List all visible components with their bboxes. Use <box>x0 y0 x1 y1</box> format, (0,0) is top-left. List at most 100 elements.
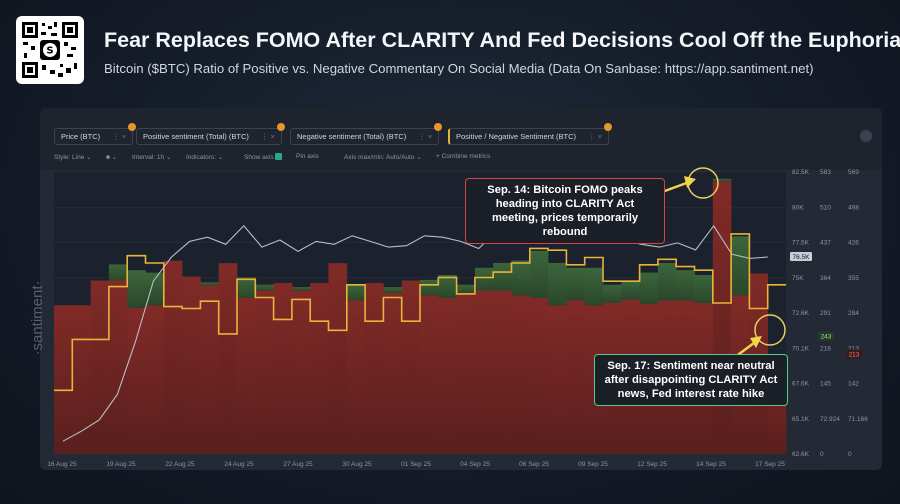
negative-axis-label: 213 <box>848 345 859 352</box>
negative-bar <box>108 280 128 454</box>
negative-bar <box>383 292 402 454</box>
x-tick-label: 17 Sep 25 <box>755 461 785 468</box>
metric-tag-negative[interactable]: Negative sentiment (Total) (BTC) ⋮ × <box>290 123 443 145</box>
style-select[interactable]: Style: Line ⌄ <box>54 154 92 161</box>
negative-bar <box>493 290 512 454</box>
metric-alert-icon[interactable] <box>434 123 443 131</box>
positive-axis-label: 510 <box>820 204 831 211</box>
price-axis-label: 72.6K <box>792 310 810 317</box>
positive-bar <box>731 236 750 296</box>
combine-metrics-button[interactable]: + Combine metrics <box>436 153 491 160</box>
positive-axis-label: 145 <box>820 381 831 388</box>
negative-axis-label: 355 <box>848 275 859 282</box>
negative-bar <box>438 297 457 454</box>
x-tick-label: 24 Aug 25 <box>224 461 254 468</box>
metric-menu-icon[interactable]: ⋮ × <box>260 132 275 141</box>
positive-bar <box>712 178 732 182</box>
negative-bar <box>474 290 494 454</box>
negative-bar <box>237 297 256 454</box>
price-axis-label: 65.1K <box>792 416 810 423</box>
annotation-peak: Sep. 14: Bitcoin FOMO peaks heading into… <box>465 178 665 244</box>
metric-menu-icon[interactable]: ⋮ × <box>588 132 603 141</box>
price-axis-label: 67.6K <box>792 381 810 388</box>
axis-range-select[interactable]: Axis max/min: Auto/Auto ⌄ <box>344 154 422 161</box>
positive-bar <box>566 267 585 301</box>
metric-menu-icon[interactable]: ⋮ × <box>112 132 127 141</box>
peak-arrowhead <box>684 176 696 188</box>
positive-axis-label: 437 <box>820 240 831 247</box>
negative-current-label: 213 <box>849 351 860 358</box>
svg-text:S: S <box>46 46 53 57</box>
qr-code: S <box>16 16 84 84</box>
price-line <box>62 199 768 442</box>
metric-tag-price[interactable]: Price (BTC) ⋮ × <box>54 123 137 145</box>
negative-bar <box>511 295 531 454</box>
metric-tag-label: Price (BTC) <box>61 132 101 141</box>
positive-bar <box>621 280 640 300</box>
positive-bar <box>676 270 695 301</box>
negative-bar <box>291 290 311 454</box>
negative-axis-label: 426 <box>848 240 859 247</box>
price-axis-label: 80K <box>792 204 804 211</box>
positive-bar <box>127 270 146 308</box>
neutral-arrowhead <box>750 336 762 348</box>
positive-bar <box>694 275 714 303</box>
x-tick-label: 19 Aug 25 <box>106 461 136 468</box>
negative-axis-label: 0 <box>848 451 852 458</box>
ratio-line <box>54 233 786 392</box>
price-axis-label: 62.6K <box>792 451 810 458</box>
metric-menu-icon[interactable]: ⋮ × <box>418 132 433 141</box>
negative-axis-label: 142 <box>848 381 859 388</box>
x-tick-label: 30 Aug 25 <box>342 461 372 468</box>
negative-bar <box>548 305 567 454</box>
positive-bar <box>657 262 677 301</box>
metric-tag-ratio[interactable]: Positive / Negative Sentiment (BTC) ⋮ × <box>448 123 613 145</box>
negative-bar <box>712 181 732 455</box>
price-current-label: 76.5K <box>793 254 811 261</box>
x-tick-label: 01 Sep 25 <box>401 461 431 468</box>
pin-axis-toggle[interactable]: Pin axis <box>296 153 319 160</box>
metric-alert-icon[interactable] <box>128 123 137 131</box>
color-picker[interactable]: ■ ⌄ <box>106 154 118 161</box>
positive-axis-label: 72.924 <box>820 416 840 423</box>
interval-select[interactable]: Interval: 1h ⌄ <box>132 154 172 161</box>
positive-current-label: 243 <box>821 333 832 340</box>
positive-bar <box>584 267 604 306</box>
price-current-badge <box>790 252 812 262</box>
negative-bar <box>420 295 439 454</box>
negative-bar <box>529 297 549 454</box>
metric-alert-icon[interactable] <box>276 123 285 131</box>
negative-axis-label: 498 <box>848 204 859 211</box>
positive-axis-label: 218 <box>820 345 831 352</box>
x-tick-label: 06 Sep 25 <box>519 461 549 468</box>
price-axis-label: 75K <box>792 275 804 282</box>
negative-bar <box>54 305 73 454</box>
negative-axis-label: 71.166 <box>848 416 868 423</box>
x-tick-label: 04 Sep 25 <box>460 461 490 468</box>
positive-current-badge <box>818 331 834 341</box>
metric-tag-label: Negative sentiment (Total) (BTC) <box>297 132 407 141</box>
positive-bar <box>603 284 622 303</box>
settings-icon[interactable] <box>860 130 872 142</box>
positive-bar <box>255 284 274 291</box>
show-axis-toggle[interactable]: Show axis <box>244 153 283 161</box>
x-tick-label: 09 Sep 25 <box>578 461 608 468</box>
negative-bar <box>456 292 476 454</box>
positive-axis-label: 0 <box>820 451 824 458</box>
positive-bar <box>456 284 476 293</box>
negative-current-badge <box>846 349 862 359</box>
negative-bar <box>163 260 183 454</box>
metric-tag-positive[interactable]: Positive sentiment (Total) (BTC) ⋮ × <box>136 123 285 145</box>
negative-bar <box>200 285 219 454</box>
x-tick-label: 14 Sep 25 <box>696 461 726 468</box>
negative-bar <box>182 276 201 454</box>
positive-bar <box>200 282 219 286</box>
price-axis-label: 82.5K <box>792 169 810 176</box>
positive-bar <box>639 272 659 304</box>
positive-bar <box>493 262 512 291</box>
negative-bar <box>218 263 238 454</box>
indicators-select[interactable]: Indicators: ⌄ <box>186 154 224 161</box>
metric-alert-icon[interactable] <box>604 123 613 131</box>
negative-axis-label: 284 <box>848 310 859 317</box>
positive-bar <box>511 260 531 296</box>
